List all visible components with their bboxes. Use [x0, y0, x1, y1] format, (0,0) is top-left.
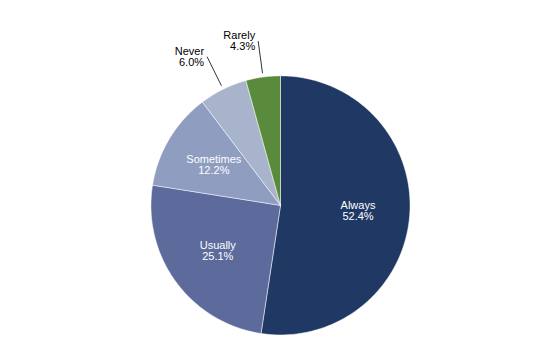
- svg-text:Always52.4%: Always52.4%: [341, 199, 376, 222]
- svg-text:Rarely4.3%: Rarely4.3%: [223, 29, 255, 52]
- svg-text:Sometimes12.2%: Sometimes12.2%: [186, 153, 242, 176]
- svg-text:Never6.0%: Never6.0%: [175, 45, 205, 68]
- svg-text:Usually25.1%: Usually25.1%: [200, 239, 237, 262]
